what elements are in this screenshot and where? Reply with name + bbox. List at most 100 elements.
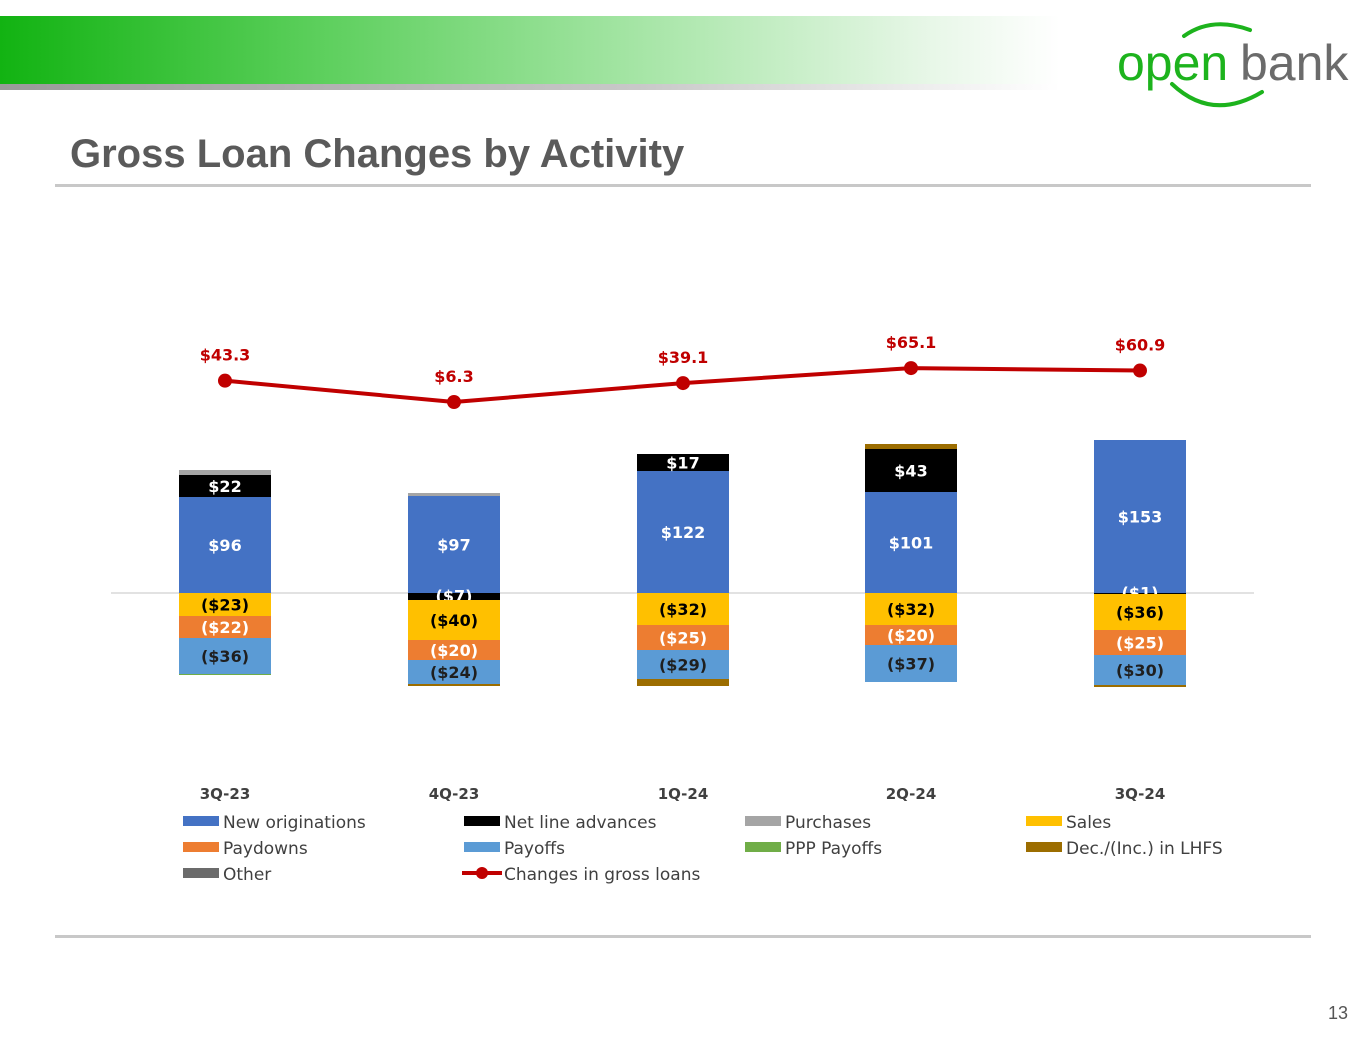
legend-label-purchases: Purchases bbox=[785, 813, 871, 833]
logo-arc-top bbox=[1182, 22, 1252, 38]
bar-payoffs-3q-24 bbox=[1094, 655, 1186, 685]
bar-dec-inc-in-lhfs-4q-23 bbox=[408, 684, 500, 686]
bar-net-line-advances-3q-24 bbox=[1094, 593, 1186, 594]
data-label-net-line-advances-2q-24: $43 bbox=[894, 462, 927, 481]
line-label-4q-23: $6.3 bbox=[434, 367, 473, 386]
bar-sales-3q-24 bbox=[1094, 594, 1186, 630]
page-number: 13 bbox=[1327, 1003, 1348, 1023]
data-label-sales-3q-23: ($23) bbox=[201, 596, 249, 615]
bar-payoffs-2q-24 bbox=[865, 645, 957, 682]
bar-sales-2q-24 bbox=[865, 593, 957, 625]
openbank-logo: open bank bbox=[1117, 22, 1349, 108]
header-banner-shadow bbox=[0, 84, 1060, 90]
data-label-payoffs-3q-23: ($36) bbox=[201, 647, 249, 666]
bar-net-line-advances-3q-23 bbox=[179, 475, 271, 497]
bar-purchases-3q-23 bbox=[179, 470, 271, 475]
legend-label-sales: Sales bbox=[1066, 813, 1111, 833]
legend-label-dec-inc-in-lhfs: Dec./(Inc.) in LHFS bbox=[1066, 839, 1223, 859]
line-point-1q-24 bbox=[676, 376, 690, 391]
legend-label-paydowns: Paydowns bbox=[223, 839, 308, 859]
legend-label-net-line-advances: Net line advances bbox=[504, 813, 657, 833]
bar-purchases-4q-23 bbox=[408, 493, 500, 496]
line-point-4q-23 bbox=[447, 395, 461, 409]
bar-paydowns-3q-24 bbox=[1094, 630, 1186, 655]
data-label-sales-2q-24: ($32) bbox=[887, 600, 935, 619]
data-label-net-line-advances-3q-23: $22 bbox=[208, 477, 241, 496]
legend-swatch-paydowns bbox=[183, 842, 219, 852]
data-label-paydowns-3q-23: ($22) bbox=[201, 618, 249, 637]
x-tick-label-3q-24: 3Q-24 bbox=[1115, 785, 1166, 803]
bar-dec-inc-in-lhfs-2q-24 bbox=[865, 444, 957, 449]
legend-swatch-payoffs bbox=[464, 842, 500, 852]
line-label-1q-24: $39.1 bbox=[658, 348, 709, 367]
bar-ppp-payoffs-3q-23 bbox=[179, 674, 271, 675]
legend-label-ppp-payoffs: PPP Payoffs bbox=[785, 839, 882, 859]
bar-payoffs-3q-23 bbox=[179, 638, 271, 674]
data-label-sales-4q-23: ($40) bbox=[430, 611, 478, 630]
title-rule bbox=[55, 184, 1311, 187]
data-label-new-originations-3q-23: $96 bbox=[208, 536, 241, 555]
legend-label-changes-in-gross-loans: Changes in gross loans bbox=[504, 865, 700, 885]
data-label-paydowns-3q-24: ($25) bbox=[1116, 634, 1164, 653]
bar-paydowns-1q-24 bbox=[637, 625, 729, 650]
x-tick-label-4q-23: 4Q-23 bbox=[429, 785, 480, 803]
logo-text-bank: bank bbox=[1240, 35, 1349, 91]
legend-swatch-purchases bbox=[745, 816, 781, 826]
x-tick-label-3q-23: 3Q-23 bbox=[200, 785, 251, 803]
legend-swatch-sales bbox=[1026, 816, 1062, 826]
data-label-sales-3q-24: ($36) bbox=[1116, 603, 1164, 622]
bar-net-line-advances-1q-24 bbox=[637, 454, 729, 471]
data-label-sales-1q-24: ($32) bbox=[659, 600, 707, 619]
bar-new-originations-1q-24 bbox=[637, 471, 729, 593]
logo-text-open: open bbox=[1117, 35, 1228, 91]
page-title: Gross Loan Changes by Activity bbox=[70, 132, 685, 176]
data-label-paydowns-2q-24: ($20) bbox=[887, 626, 935, 645]
legend-swatch-dec-inc-in-lhfs bbox=[1026, 842, 1062, 852]
data-label-new-originations-4q-23: $97 bbox=[437, 536, 470, 555]
line-point-3q-24 bbox=[1133, 363, 1147, 378]
header-banner bbox=[0, 16, 1060, 84]
data-label-paydowns-1q-24: ($25) bbox=[659, 629, 707, 648]
footer-rule bbox=[55, 935, 1311, 938]
bar-new-originations-2q-24 bbox=[865, 492, 957, 593]
x-tick-label-1q-24: 1Q-24 bbox=[658, 785, 709, 803]
line-point-3q-23 bbox=[218, 373, 232, 388]
line-point-2q-24 bbox=[904, 361, 918, 376]
logo-arc-bottom bbox=[1170, 82, 1264, 108]
bar-payoffs-4q-23 bbox=[408, 660, 500, 684]
bar-paydowns-4q-23 bbox=[408, 640, 500, 660]
line-label-3q-24: $60.9 bbox=[1115, 336, 1166, 355]
data-label-new-originations-2q-24: $101 bbox=[889, 534, 934, 553]
legend-label-payoffs: Payoffs bbox=[504, 839, 565, 859]
legend-swatch-new-originations bbox=[183, 816, 219, 826]
bar-paydowns-2q-24 bbox=[865, 625, 957, 645]
data-label-payoffs-4q-23: ($24) bbox=[430, 663, 478, 682]
data-label-new-originations-3q-24: $153 bbox=[1118, 508, 1163, 527]
legend-label-other: Other bbox=[223, 865, 271, 885]
data-label-net-line-advances-1q-24: $17 bbox=[666, 454, 699, 473]
bar-sales-4q-23 bbox=[408, 600, 500, 640]
bar-new-originations-4q-23 bbox=[408, 496, 500, 593]
line-label-3q-23: $43.3 bbox=[200, 346, 251, 365]
bar-net-line-advances-4q-23 bbox=[408, 593, 500, 600]
legend-swatch-other bbox=[183, 868, 219, 878]
legend-swatch-ppp-payoffs bbox=[745, 842, 781, 852]
data-label-payoffs-2q-24: ($37) bbox=[887, 655, 935, 674]
bar-paydowns-3q-23 bbox=[179, 616, 271, 638]
legend-swatch-net-line-advances bbox=[464, 816, 500, 826]
bar-sales-1q-24 bbox=[637, 593, 729, 625]
bar-payoffs-1q-24 bbox=[637, 650, 729, 679]
bar-dec-inc-in-lhfs-1q-24 bbox=[637, 679, 729, 686]
bar-new-originations-3q-24 bbox=[1094, 440, 1186, 593]
line-label-2q-24: $65.1 bbox=[886, 333, 937, 352]
data-label-payoffs-1q-24: ($29) bbox=[659, 656, 707, 675]
data-label-payoffs-3q-24: ($30) bbox=[1116, 661, 1164, 680]
data-label-new-originations-1q-24: $122 bbox=[661, 523, 706, 542]
data-label-paydowns-4q-23: ($20) bbox=[430, 641, 478, 660]
bar-dec-inc-in-lhfs-3q-24 bbox=[1094, 685, 1186, 687]
legend-label-new-originations: New originations bbox=[223, 813, 366, 833]
bar-sales-3q-23 bbox=[179, 593, 271, 616]
bar-new-originations-3q-23 bbox=[179, 497, 271, 593]
bar-net-line-advances-2q-24 bbox=[865, 449, 957, 492]
